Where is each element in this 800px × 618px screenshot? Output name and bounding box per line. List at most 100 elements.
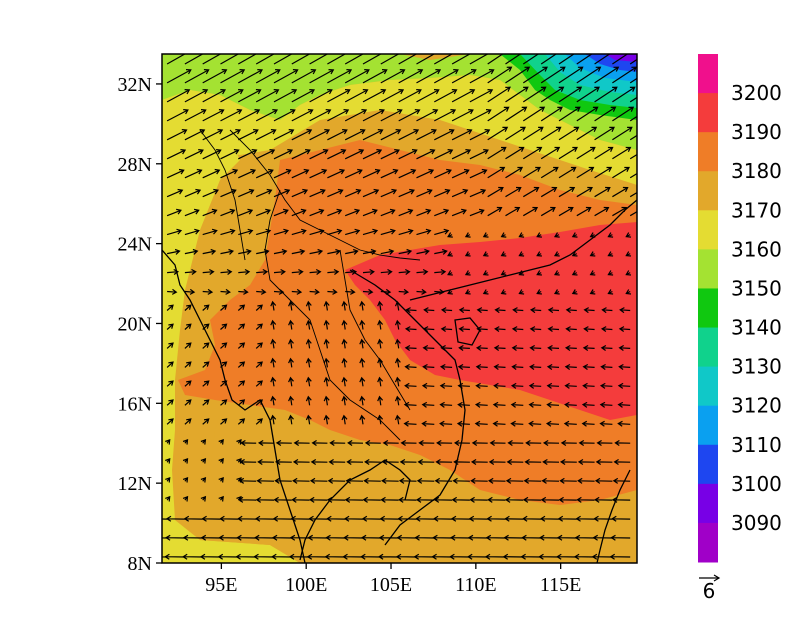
wind-vector: [291, 188, 309, 198]
wind-vector: [565, 326, 577, 332]
wind-vector: [394, 395, 401, 406]
wind-vector: [238, 89, 262, 103]
wind-vector: [184, 129, 206, 141]
wind-vector: [416, 109, 439, 122]
wind-vector: [220, 399, 228, 406]
wind-vector: [540, 166, 559, 179]
wind-vector: [487, 186, 504, 198]
wind-vector: [166, 228, 183, 236]
wind-vector: [575, 515, 595, 522]
wind-vector: [309, 149, 329, 160]
wind-vector: [273, 288, 285, 295]
wind-vector: [218, 495, 224, 502]
wind-vector: [439, 401, 453, 408]
wind-vector: [503, 534, 524, 541]
wind-vector: [362, 168, 381, 179]
wind-vector: [166, 129, 188, 141]
colorbar-label: 3160: [731, 237, 782, 261]
wind-vector: [564, 344, 577, 351]
wind-vector: [237, 342, 246, 349]
wind-vector: [327, 168, 346, 179]
wind-vector: [394, 300, 401, 311]
wind-vector: [431, 553, 453, 560]
coastline-gulf-of-thailand: [299, 459, 411, 561]
wind-vector: [612, 106, 635, 122]
wind-vector: [166, 248, 181, 255]
wind-vector: [558, 186, 576, 198]
wind-vector: [380, 149, 400, 160]
wind-vector: [394, 357, 401, 368]
wind-vector: [536, 232, 542, 238]
wind-vector: [273, 69, 299, 84]
wind-vector: [469, 149, 489, 160]
wind-vector: [457, 363, 470, 370]
wind-vector: [553, 270, 560, 276]
wind-vector: [291, 129, 313, 141]
wind-vector: [416, 89, 440, 103]
wind-vector: [237, 399, 246, 406]
wind-vector: [165, 515, 185, 522]
wind-vector: [220, 129, 242, 141]
wind-vector: [327, 248, 341, 255]
colorbar-label: 3200: [731, 81, 782, 105]
wind-vector: [202, 288, 214, 295]
wind-vector: [238, 268, 251, 275]
wind-vector: [576, 86, 600, 103]
wind-vector: [323, 376, 330, 387]
wind-vector: [518, 270, 525, 276]
wind-vector: [237, 418, 246, 425]
wind-vector: [398, 248, 413, 255]
wind-vector: [522, 66, 548, 84]
colorbar-swatch: [698, 327, 718, 368]
wind-vector: [476, 307, 488, 314]
wind-vector: [540, 496, 560, 503]
wind-vector: [416, 54, 440, 65]
wind-vector: [470, 458, 488, 465]
colorbar-label: 3100: [731, 472, 782, 496]
wind-vector: [273, 228, 289, 236]
wind-vector: [418, 439, 435, 447]
wind-vector: [434, 109, 457, 122]
wind-vector: [528, 420, 542, 427]
wind-vector: [239, 458, 257, 466]
wind-vector: [451, 89, 476, 103]
wind-vector: [416, 208, 432, 217]
wind-vector: [492, 420, 506, 427]
wind-vector: [237, 323, 246, 330]
wind-vector: [202, 342, 210, 349]
wind-vector: [291, 496, 310, 503]
wind-vector: [612, 146, 632, 160]
wind-vector: [494, 307, 506, 314]
wind-vector: [540, 126, 562, 141]
wind-vector: [200, 439, 207, 445]
wind-vector: [600, 344, 613, 351]
wind-vector: [359, 376, 366, 387]
wind-vector: [518, 289, 525, 295]
wind-vector: [380, 168, 399, 179]
wind-vector: [165, 495, 171, 502]
wind-vector: [505, 126, 526, 141]
wind-vector: [291, 288, 303, 295]
wind-vector: [594, 86, 618, 103]
wind-vector: [345, 268, 358, 275]
wind-vector: [611, 515, 631, 522]
wind-vector: [273, 129, 295, 141]
wind-vector: [581, 420, 595, 427]
wind-vector: [271, 534, 292, 541]
wind-vector: [275, 439, 292, 447]
wind-vector: [404, 382, 417, 389]
wind-vector: [558, 54, 575, 65]
wind-vector: [594, 106, 617, 122]
wind-vector: [547, 307, 560, 314]
wind-vector: [487, 54, 504, 65]
wind-vector: [202, 399, 210, 406]
wind-vector: [165, 458, 171, 464]
wind-vector: [547, 326, 560, 332]
colorbar-label: 3150: [731, 276, 782, 300]
colorbar-swatch: [698, 132, 718, 172]
wind-vector: [323, 357, 330, 368]
wind-vector: [416, 477, 435, 484]
wind-vector: [486, 515, 506, 522]
wind-vector: [273, 268, 286, 275]
wind-vector: [470, 477, 488, 484]
